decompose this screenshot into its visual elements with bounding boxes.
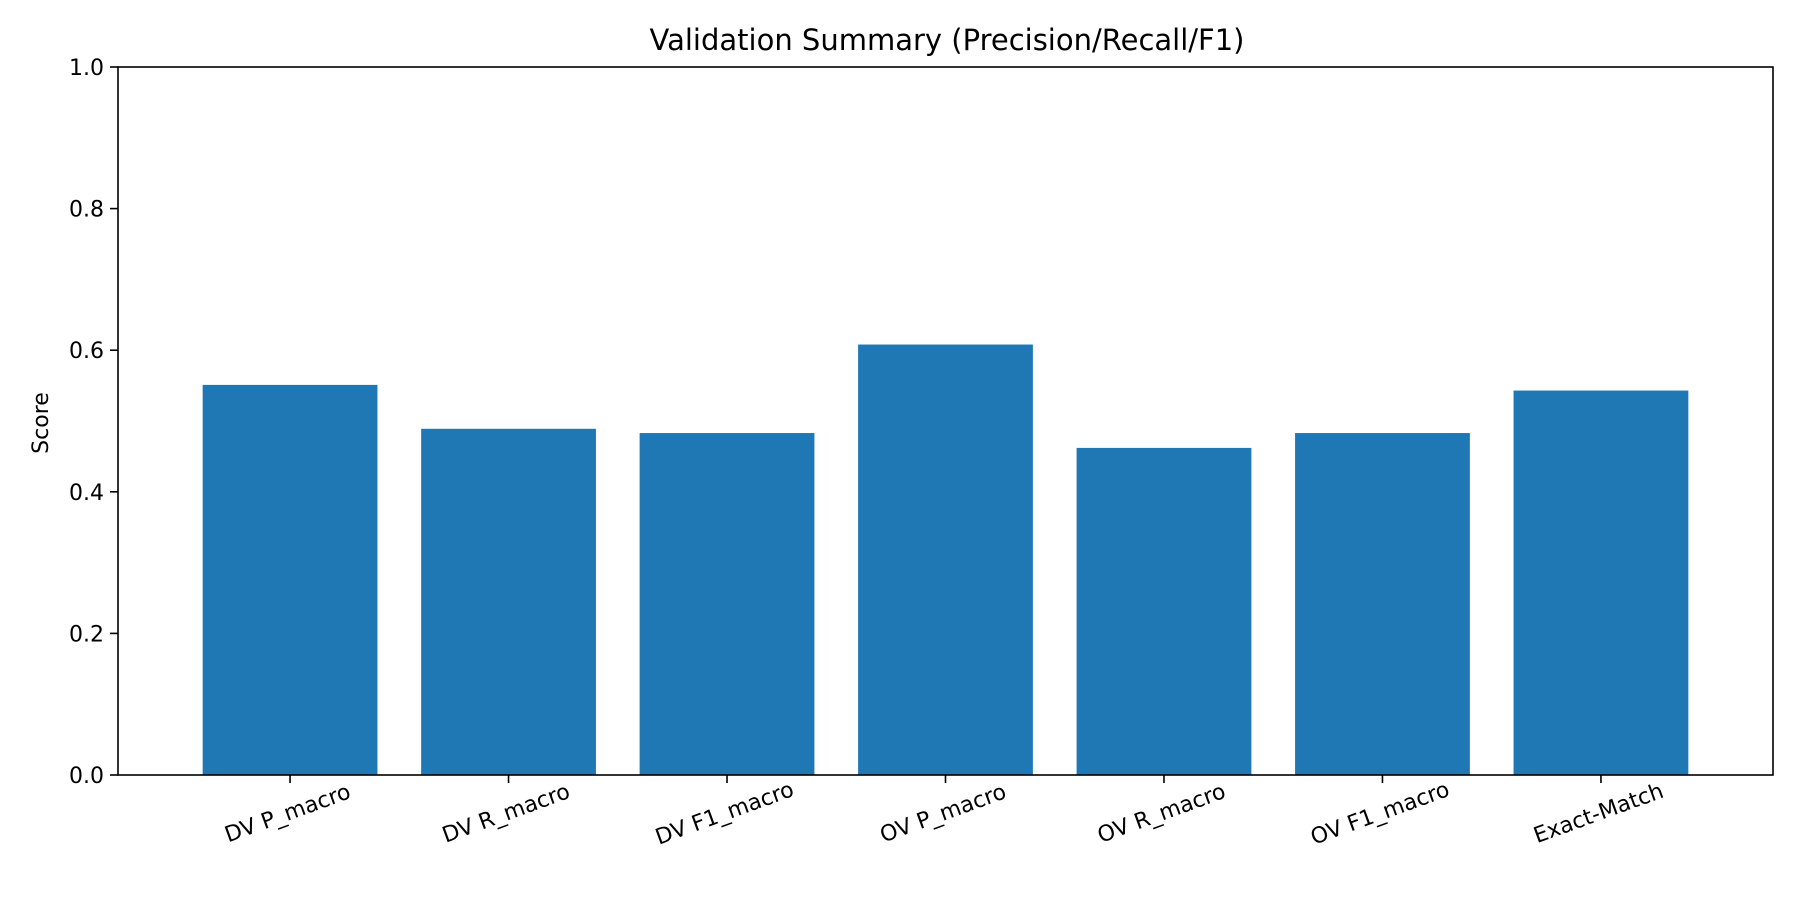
x-tick-label: Exact-Match (1530, 779, 1667, 849)
y-tick-label: 0.4 (69, 481, 104, 506)
x-tick-label: OV R_macro (1094, 779, 1229, 848)
x-tick-label: OV F1_macro (1308, 777, 1453, 850)
y-tick-label: 0.6 (69, 339, 104, 364)
y-tick-label: 1.0 (69, 56, 104, 81)
bar-dv-f1-macro (639, 433, 815, 775)
x-tick-label: DV F1_macro (652, 777, 797, 850)
bar-dv-r-macro (421, 428, 596, 775)
plot-frame (117, 66, 1774, 776)
bar-dv-p-macro (202, 384, 378, 775)
bar-exact-match (1513, 390, 1689, 775)
bars-group (202, 344, 1689, 775)
y-tick-label: 0.2 (69, 622, 104, 647)
y-tick-label: 0.0 (69, 764, 104, 789)
x-tick-label: OV P_macro (877, 780, 1010, 849)
y-axis: 0.0 0.2 0.4 0.6 0.8 1.0 (69, 56, 118, 789)
x-axis: DV P_macro DV R_macro DV F1_macro OV P_macr… (222, 775, 1667, 851)
y-tick-label: 0.8 (69, 198, 104, 223)
x-tick-label: DV P_macro (222, 780, 355, 849)
chart-title: Validation Summary (Precision/Recall/F1) (650, 23, 1245, 57)
bar-ov-f1-macro (1295, 433, 1470, 775)
x-tick-label: DV R_macro (439, 779, 573, 848)
bar-ov-r-macro (1076, 447, 1252, 775)
y-axis-label: Score (29, 392, 54, 454)
bar-ov-p-macro (858, 344, 1033, 775)
